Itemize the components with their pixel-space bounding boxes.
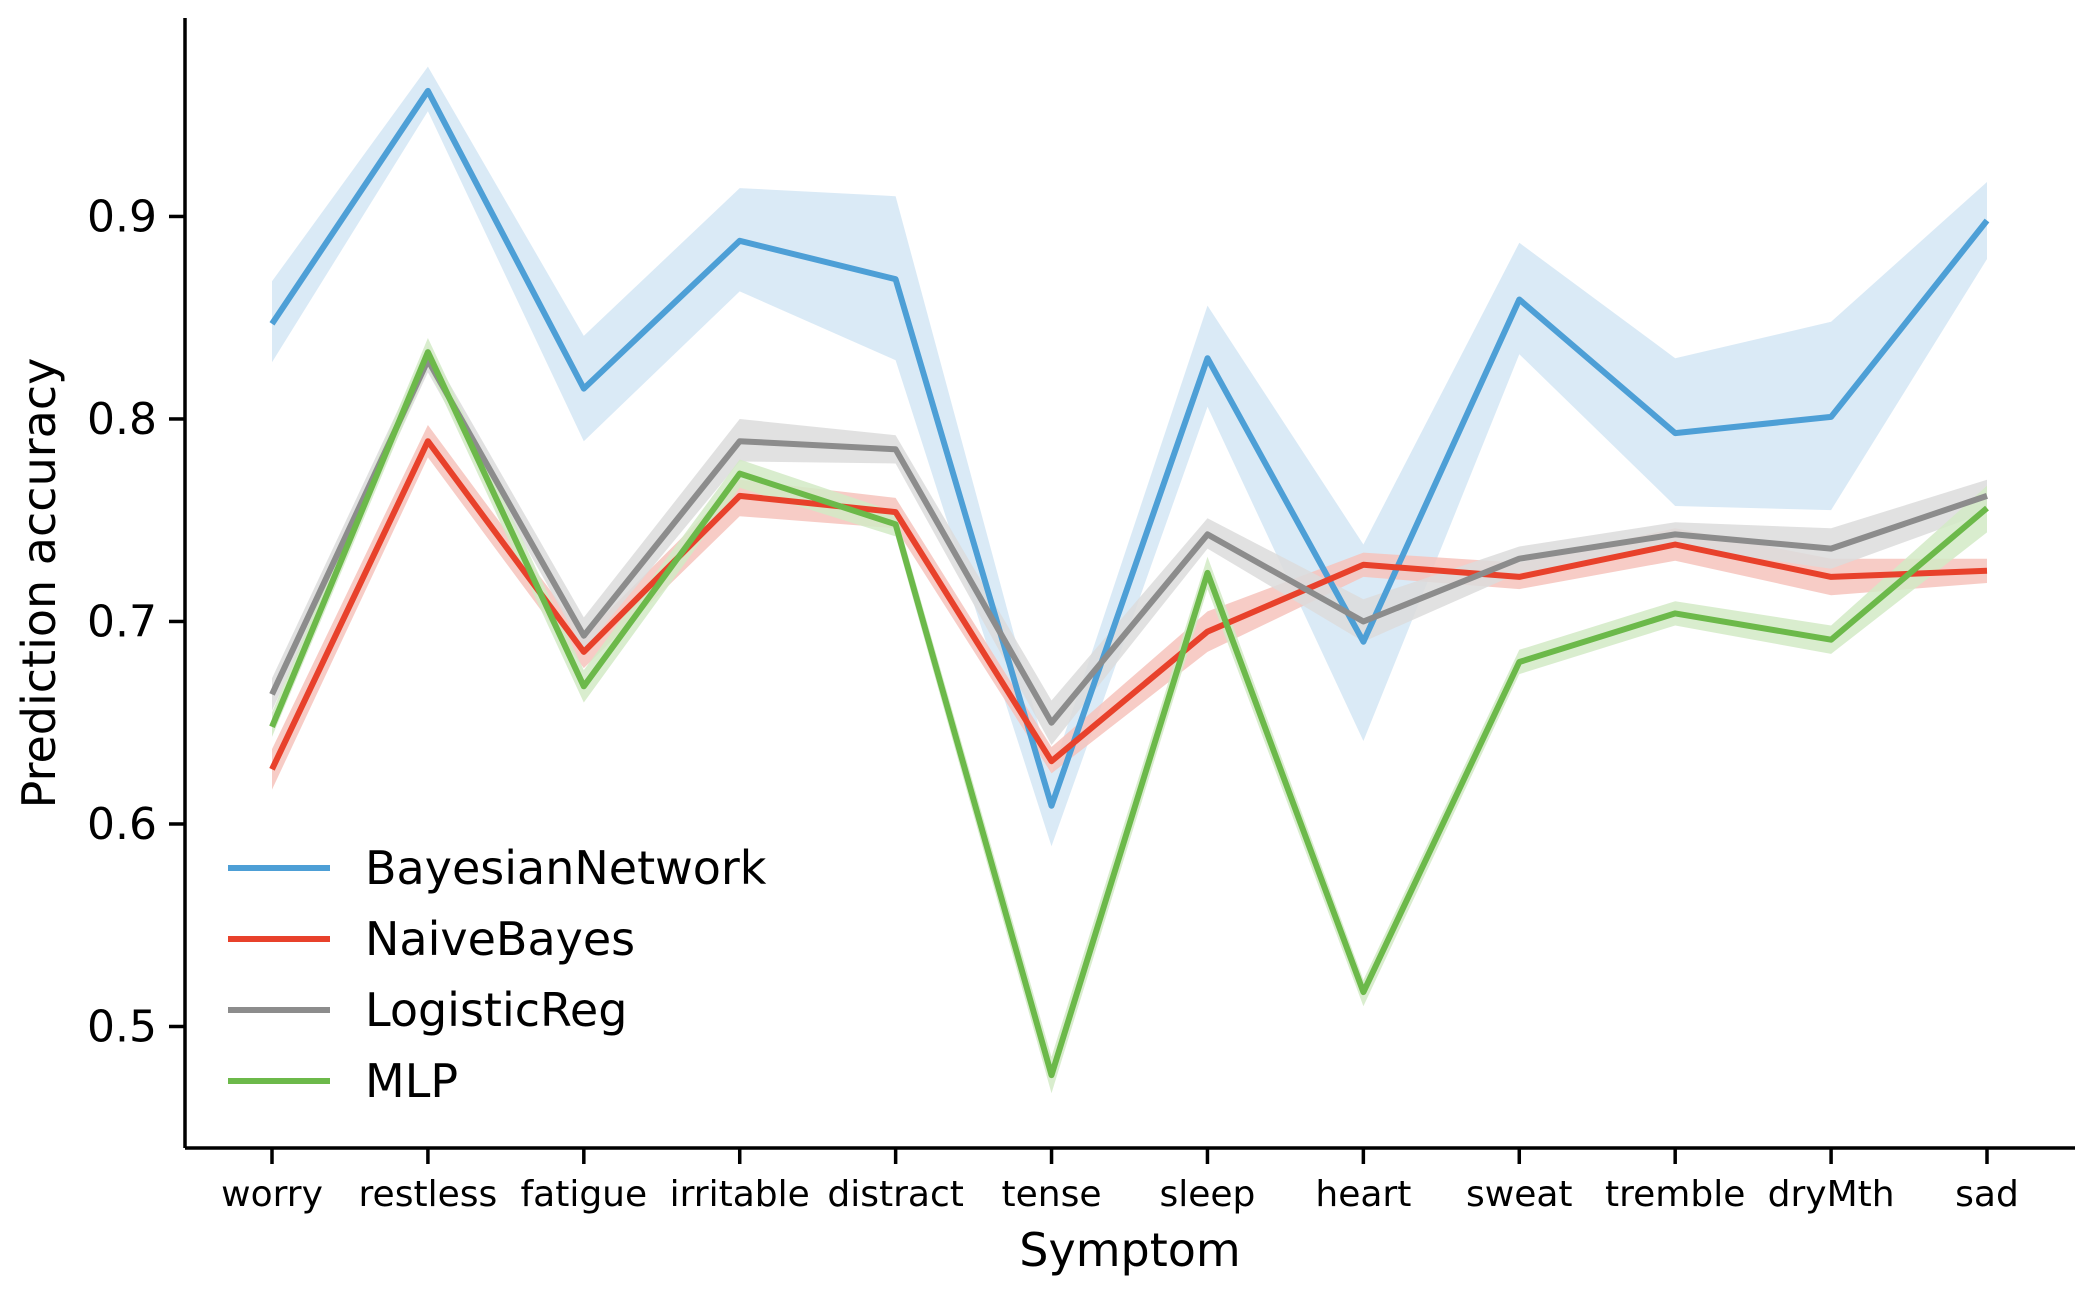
x-tick-label: fatigue xyxy=(520,1174,647,1215)
series-line xyxy=(269,87,1990,809)
y-tick-label: 0.5 xyxy=(87,1001,157,1052)
x-tick-label: restless xyxy=(359,1174,498,1215)
x-tick-label: sad xyxy=(1955,1174,2019,1215)
x-tick-label: dryMth xyxy=(1768,1174,1895,1215)
x-tick-label: tremble xyxy=(1605,1174,1745,1215)
y-axis-label: Prediction accuracy xyxy=(12,358,66,809)
y-tick-label: 0.8 xyxy=(87,394,157,445)
legend-label: NaiveBayes xyxy=(365,912,635,966)
x-tick-label: worry xyxy=(221,1174,323,1215)
legend-label: MLP xyxy=(365,1054,458,1108)
x-axis-ticks: worry restless fatigue irritable distract ten… xyxy=(221,1148,2019,1215)
legend-label: BayesianNetwork xyxy=(365,841,767,895)
legend: BayesianNetwork NaiveBayes LogisticReg MLP xyxy=(228,841,767,1108)
confidence-band xyxy=(272,66,1987,847)
x-tick-label: tense xyxy=(1002,1174,1102,1215)
legend-label: LogisticReg xyxy=(365,983,627,1037)
series-lines xyxy=(269,87,1990,1079)
x-tick-label: sleep xyxy=(1160,1174,1256,1215)
x-axis-label: Symptom xyxy=(1019,1223,1240,1277)
x-tick-label: distract xyxy=(827,1174,964,1215)
x-tick-label: heart xyxy=(1315,1174,1411,1215)
x-tick-label: sweat xyxy=(1466,1174,1573,1215)
y-axis-ticks: 0.5 0.6 0.7 0.8 0.9 xyxy=(87,191,185,1052)
axes xyxy=(183,18,2075,1150)
y-tick-label: 0.9 xyxy=(87,191,157,242)
y-tick-label: 0.7 xyxy=(87,596,157,647)
y-tick-label: 0.6 xyxy=(87,799,157,850)
x-tick-label: irritable xyxy=(670,1174,810,1215)
series-line xyxy=(269,438,1988,771)
series-line xyxy=(269,349,1989,1079)
series-line xyxy=(269,357,1988,726)
